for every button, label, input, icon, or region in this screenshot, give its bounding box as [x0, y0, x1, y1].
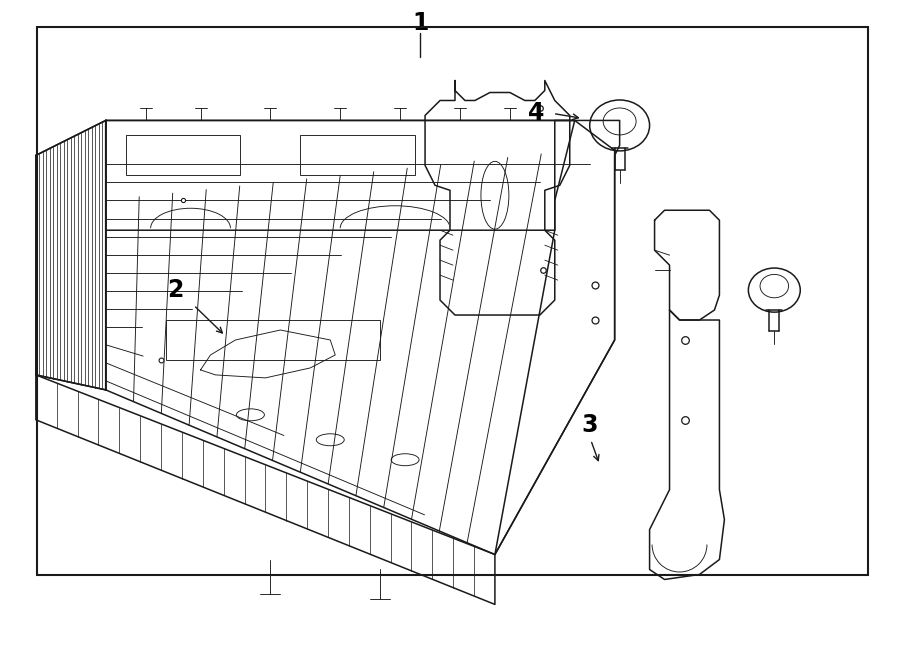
Ellipse shape [749, 268, 800, 312]
Ellipse shape [603, 108, 636, 135]
Bar [301, 136, 415, 175]
Polygon shape [425, 81, 570, 315]
Polygon shape [36, 120, 105, 390]
Text: 1: 1 [412, 11, 428, 34]
Bar [37, 27, 868, 574]
Text: 2: 2 [167, 278, 184, 302]
Polygon shape [105, 120, 575, 230]
Text: 3: 3 [581, 413, 598, 437]
Bar [126, 136, 240, 175]
Polygon shape [36, 375, 495, 604]
Polygon shape [650, 310, 724, 580]
Polygon shape [654, 210, 719, 320]
Polygon shape [495, 120, 619, 555]
Ellipse shape [590, 100, 650, 151]
Text: 4: 4 [527, 101, 544, 126]
Polygon shape [105, 120, 615, 555]
Ellipse shape [760, 274, 788, 297]
